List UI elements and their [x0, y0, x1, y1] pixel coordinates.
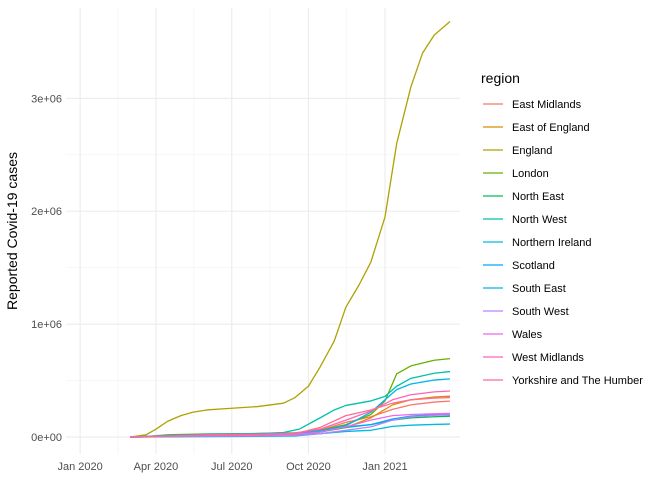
y-tick-label: 0e+00 — [31, 432, 62, 444]
legend-label: East Midlands — [512, 99, 582, 111]
series-line — [130, 21, 451, 438]
x-tick-label: Jan 2021 — [362, 461, 407, 473]
major-gridlines — [66, 8, 460, 454]
legend-item: West Midlands — [483, 352, 584, 364]
legend-label: South East — [512, 283, 566, 295]
series-line — [130, 378, 451, 438]
legend-item: South West — [483, 306, 569, 318]
legend-label: West Midlands — [512, 352, 584, 364]
legend-item: London — [483, 168, 549, 180]
legend-label: South West — [512, 306, 569, 318]
x-tick-label: Jan 2020 — [58, 461, 103, 473]
legend-item: Yorkshire and The Humber — [483, 375, 643, 387]
legend-item: North West — [483, 214, 567, 226]
legend: region East Midlands East of England Engla… — [481, 70, 643, 387]
x-tick-label: Jul 2020 — [211, 461, 253, 473]
legend-item: England — [483, 145, 552, 157]
x-axis-tick-labels: Jan 2020 Apr 2020 Jul 2020 Oct 2020 Jan 2021 — [58, 461, 408, 473]
y-tick-label: 1e+06 — [31, 319, 62, 331]
legend-item: Wales — [483, 329, 543, 341]
y-axis-tick-labels: 0e+00 1e+06 2e+06 3e+06 — [31, 93, 62, 444]
legend-item: Scotland — [483, 260, 555, 272]
legend-label: Wales — [512, 329, 543, 341]
legend-item: North East — [483, 191, 564, 203]
series-line — [130, 390, 451, 438]
legend-item: Northern Ireland — [483, 237, 592, 249]
legend-label: Northern Ireland — [512, 237, 592, 249]
x-tick-label: Apr 2020 — [134, 461, 179, 473]
legend-item: East Midlands — [483, 99, 582, 111]
minor-gridlines — [66, 8, 460, 454]
legend-label: North East — [512, 191, 564, 203]
legend-label: East of England — [512, 122, 590, 134]
legend-items: East Midlands East of England England Londo… — [483, 99, 643, 387]
y-tick-label: 3e+06 — [31, 93, 62, 105]
legend-item: South East — [483, 283, 566, 295]
x-tick-label: Oct 2020 — [286, 461, 331, 473]
legend-item: East of England — [483, 122, 590, 134]
series-lines — [130, 21, 451, 438]
legend-label: Scotland — [512, 260, 555, 272]
legend-label: London — [512, 168, 549, 180]
legend-label: England — [512, 145, 552, 157]
y-tick-label: 2e+06 — [31, 206, 62, 218]
series-line — [130, 396, 451, 438]
y-axis-title: Reported Covid-19 cases — [4, 152, 20, 310]
series-line — [130, 370, 451, 438]
legend-label: Yorkshire and The Humber — [512, 375, 643, 387]
legend-label: North West — [512, 214, 567, 226]
legend-title: region — [481, 70, 520, 86]
